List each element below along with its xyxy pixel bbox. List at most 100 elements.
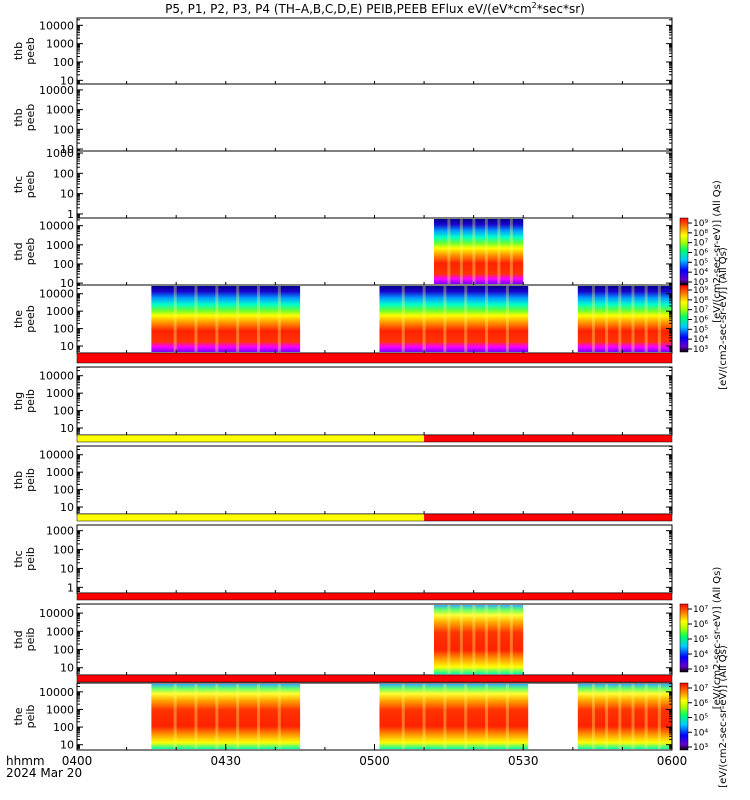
y-tick-label: 10	[60, 501, 74, 514]
panel-frame	[76, 603, 673, 676]
y-tick-label: 1	[67, 581, 74, 594]
y-tick-label: 10000	[39, 220, 74, 233]
y-tick-label: 10	[60, 340, 74, 353]
colorbar-gradient	[679, 603, 689, 673]
y-tick-label: 1000	[46, 525, 74, 538]
y-tick-label: 10000	[39, 288, 74, 301]
quality-flag-bar	[424, 514, 672, 521]
panel-frame	[76, 150, 673, 219]
colorbar-tick-label: 10⁶	[693, 316, 708, 326]
colorbar-label: [eV/(cm2-sec-sr-eV)] (All Qs)	[718, 247, 729, 390]
spectrogram-band	[379, 286, 529, 352]
y-tick-label: 100	[53, 123, 74, 136]
y-tick-label: 10000	[39, 84, 74, 97]
panel-frame	[76, 524, 673, 594]
colorbar-tick-label: 10⁴	[693, 268, 708, 278]
panel-the-peib: 10000 1000 100 10 the peib	[12, 682, 673, 752]
figure-title: P5, P1, P2, P3, P4 (TH–A,B,C,D,E) PEIB,P…	[165, 1, 585, 16]
spectrogram-streak	[215, 286, 219, 352]
y-tick-label: 1	[67, 208, 74, 221]
spectrogram-streak	[464, 286, 468, 352]
y-tick-label: 10000	[39, 449, 74, 462]
colorbar-label: [eV/(cm2-sec-sr-eV)] (All Qs)	[712, 567, 723, 710]
spectrogram-streak	[401, 286, 405, 352]
y-tick-label: 10	[60, 74, 74, 87]
spectrogram-streak	[277, 286, 281, 352]
quality-flag-bar	[77, 435, 425, 442]
y-tick-label: 100	[53, 544, 74, 557]
spectrogram-streak	[644, 684, 648, 749]
spectrogram-streak	[505, 286, 509, 352]
spectrogram-band	[379, 684, 529, 749]
panel-frame	[76, 83, 673, 152]
colorbar-tick-label: 10⁸	[693, 296, 708, 306]
spectrogram-streak	[422, 286, 426, 352]
panel-thb-peib: 10000 1000 100 10 thb peib	[12, 445, 673, 522]
panel-frame	[76, 17, 673, 85]
colorbar-tick-label: 10⁵	[693, 258, 708, 268]
panel-product-label: peib	[24, 628, 37, 652]
panel-thc-peib: 1000 100 10 1 thc peib	[12, 524, 673, 601]
panel-thd-peeb: 10000 1000 100 10 thd peeb	[12, 217, 673, 290]
spectrogram-streak	[472, 605, 476, 674]
colorbar-tick-label: 10⁶	[693, 620, 708, 630]
x-tick-label: 0530	[508, 754, 539, 768]
colorbar-tick-label: 10⁵	[693, 714, 708, 724]
spectrogram-streak	[605, 684, 609, 749]
colorbar-tick-label: 10⁵	[693, 635, 708, 645]
spectrogram-band	[151, 286, 301, 352]
panel-probe-label: thd	[12, 630, 25, 648]
spectrogram-streak	[173, 684, 177, 749]
spectrogram-streak	[401, 684, 405, 749]
colorbar-tick-label: 10⁸	[693, 229, 708, 239]
spectrogram-streak	[497, 219, 501, 284]
y-tick-label: 10	[60, 739, 74, 752]
y-tick-label: 10	[60, 277, 74, 290]
spectrogram-streak	[173, 286, 177, 352]
spectrogram-streak	[459, 219, 463, 284]
spectrogram-band	[577, 684, 672, 749]
spectrogram-streak	[484, 605, 488, 674]
y-tick-label: 10000	[39, 370, 74, 383]
colorbar-tick-label: 10⁷	[693, 239, 708, 249]
panel-probe-label: the	[12, 707, 25, 725]
spectrogram-streak	[447, 219, 451, 284]
y-tick-label: 1000	[46, 466, 74, 479]
panel-product-label: peeb	[24, 104, 37, 132]
panel-product-label: peib	[24, 547, 37, 571]
y-tick-label: 10000	[39, 607, 74, 620]
spectrogram-streak	[236, 286, 240, 352]
colorbar-tick-label: 10⁴	[693, 650, 708, 660]
spectrogram-band	[434, 219, 524, 284]
y-tick-label: 10	[60, 662, 74, 675]
figure-title-tail: *sec*sr)	[537, 2, 585, 16]
spectrogram-band	[151, 684, 301, 749]
spectrogram-streak	[459, 605, 463, 674]
colorbar-tick-label: 10³	[693, 345, 708, 355]
spectrogram-streak	[591, 684, 595, 749]
spectrogram-streak	[194, 684, 198, 749]
spectrogram-streak	[657, 684, 661, 749]
spectrogram-streak	[443, 286, 447, 352]
spectrogram-streak	[484, 219, 488, 284]
panel-frame	[76, 366, 673, 436]
x-tick-label: 0400	[62, 754, 93, 768]
colorbar-tick-label: 10³	[693, 743, 708, 753]
spectrogram-streak	[236, 684, 240, 749]
panel-thg-peib: 10000 1000 100 10 thg peib	[12, 366, 673, 443]
y-tick-label: 1000	[46, 239, 74, 252]
panel-probe-label: thb	[12, 42, 25, 60]
panel-probe-label: the	[12, 310, 25, 328]
spectrogram-streak	[485, 684, 489, 749]
x-tick-label: 0500	[359, 754, 390, 768]
colorbar-tick-label: 10⁶	[693, 249, 708, 259]
quality-flag-bar	[77, 593, 672, 600]
spectrogram-streak	[631, 286, 635, 352]
spectrogram-band	[434, 605, 524, 674]
x-tick-label: 0430	[210, 754, 241, 768]
spectrogram-streak	[644, 286, 648, 352]
panel-frame	[76, 445, 673, 515]
